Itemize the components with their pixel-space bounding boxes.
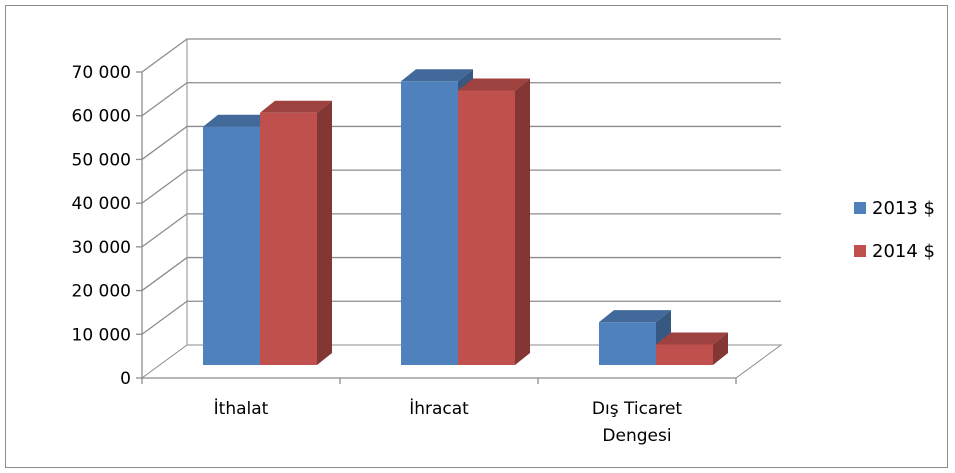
- bar: [260, 112, 317, 365]
- chart-frame: 0 10 000 20 000 30 000 40 000 50 000 60 000 70 …: [5, 5, 948, 468]
- bars: [203, 69, 728, 366]
- x-tick-label: Dengesi: [602, 426, 671, 446]
- bar: [656, 344, 713, 365]
- y-tick-label: 10 000: [72, 325, 131, 345]
- gridline: [141, 38, 781, 73]
- bar-side: [713, 332, 728, 365]
- y-tick-label: 20 000: [72, 282, 131, 302]
- legend-label: 2014 $: [872, 241, 935, 262]
- y-tick-label: 30 000: [72, 238, 131, 258]
- bar-top: [401, 69, 473, 82]
- bar-top: [656, 332, 728, 345]
- legend-label: 2013 $: [872, 198, 935, 219]
- bar: [599, 322, 656, 365]
- x-tick-label: Dış Ticaret: [592, 399, 682, 419]
- y-tick-label: 0: [120, 369, 131, 389]
- bar-top: [599, 310, 671, 323]
- side-wall: [142, 39, 187, 378]
- bar-top: [458, 78, 530, 91]
- bar-top: [203, 114, 275, 127]
- bar: [458, 90, 515, 365]
- y-tick-label: 40 000: [72, 194, 131, 214]
- bar: [203, 126, 260, 365]
- legend: 2013 $ 2014 $: [854, 198, 935, 262]
- legend-swatch: [854, 202, 866, 214]
- y-tick-label: 50 000: [72, 150, 131, 170]
- x-tick-label: İthalat: [214, 398, 269, 419]
- bar: [401, 81, 458, 366]
- bar-chart: 0 10 000 20 000 30 000 40 000 50 000 60 000 70 …: [72, 38, 935, 446]
- x-tick-label: İhracat: [409, 398, 469, 419]
- y-tick-label: 60 000: [72, 107, 131, 127]
- bar-top: [260, 100, 332, 113]
- legend-swatch: [854, 245, 866, 257]
- axes: [136, 39, 737, 384]
- y-tick-label: 70 000: [72, 63, 131, 83]
- bar-side: [317, 100, 332, 366]
- axis-labels: 0 10 000 20 000 30 000 40 000 50 000 60 000 70 …: [72, 63, 683, 446]
- bar-side: [515, 78, 530, 365]
